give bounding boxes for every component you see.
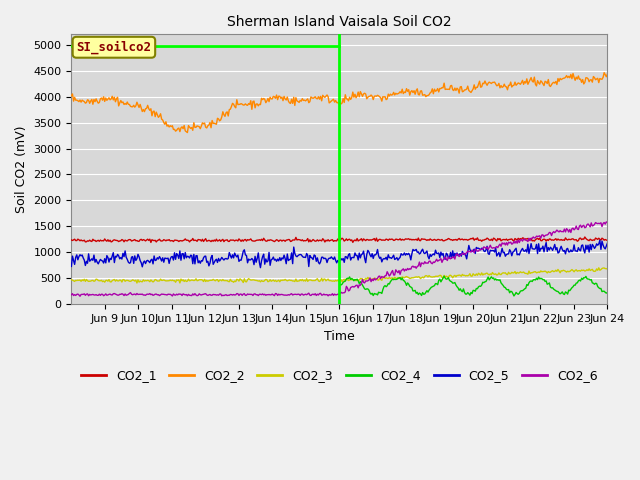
Text: SI_soilco2: SI_soilco2	[76, 41, 152, 54]
Y-axis label: Soil CO2 (mV): Soil CO2 (mV)	[15, 126, 28, 213]
Legend: CO2_1, CO2_2, CO2_3, CO2_4, CO2_5, CO2_6: CO2_1, CO2_2, CO2_3, CO2_4, CO2_5, CO2_6	[76, 364, 603, 387]
X-axis label: Time: Time	[324, 329, 355, 343]
Title: Sherman Island Vaisala Soil CO2: Sherman Island Vaisala Soil CO2	[227, 15, 452, 29]
